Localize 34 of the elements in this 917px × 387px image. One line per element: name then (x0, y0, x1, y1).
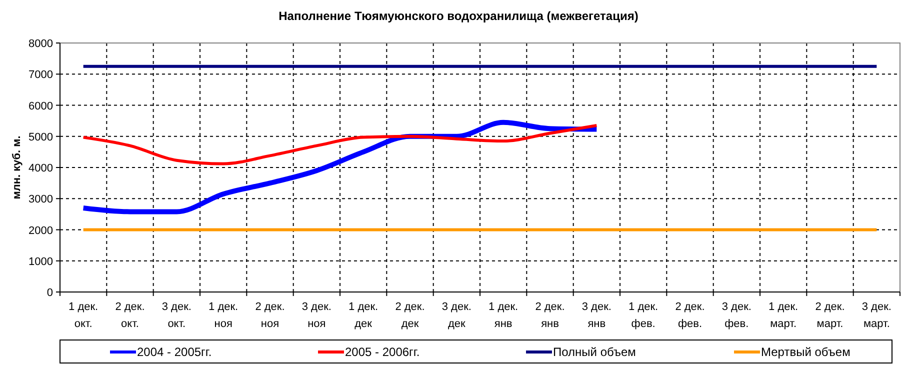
x-tick-label: 1 дек. янв (488, 301, 518, 330)
y-tick-label: 2000 (28, 224, 53, 237)
x-tick-label: 1 дек. ноя (208, 301, 238, 330)
y-tick-label: 8000 (28, 38, 53, 50)
x-tick-label: 3 дек. дек (442, 301, 472, 330)
y-tick-label: 5000 (28, 131, 53, 144)
x-tick-label: 1 дек. дек (348, 301, 378, 330)
x-tick-label: 3 дек. окт. (162, 301, 192, 330)
y-tick-label: 7000 (28, 69, 53, 82)
x-tick-label: 1 дек. март. (768, 301, 798, 330)
chart-title: Наполнение Тюямуюнского водохранилища (межвегетация) (278, 9, 638, 23)
legend-label: Полный объем (553, 345, 636, 359)
x-tick-label: 3 дек. янв (582, 301, 612, 330)
x-tick-label: 3 дек. ноя (302, 301, 332, 330)
x-tick-label: 2 дек. ноя (255, 301, 285, 330)
y-axis-title: млн. куб. м. (11, 136, 23, 200)
y-tick-label: 1000 (28, 256, 53, 268)
legend-label: 2005 - 2006гг. (345, 345, 420, 359)
x-tick-label: 2 дек. дек (395, 301, 425, 330)
x-tick-label: 2 дек. окт. (115, 301, 145, 330)
x-tick-label: 1 дек. окт. (68, 301, 98, 330)
x-tick-label: 3 дек. март. (862, 301, 892, 330)
y-tick-label: 6000 (28, 100, 53, 112)
x-tick-label: 1 дек. фев. (628, 301, 658, 330)
x-tick-label: 2 дек. янв (535, 301, 565, 330)
y-tick-label: 4000 (28, 162, 53, 174)
x-tick-label: 2 дек. март. (815, 301, 845, 330)
x-tick-label: 3 дек. фев. (722, 301, 752, 330)
line-series (82, 124, 598, 166)
legend-label: 2004 - 2005гг. (137, 345, 212, 359)
legend-label: Мертвый объем (761, 345, 850, 359)
y-tick-label: 3000 (28, 194, 53, 206)
x-tick-label: 2 дек. фев. (675, 301, 705, 330)
y-tick-label: 0 (46, 287, 53, 299)
